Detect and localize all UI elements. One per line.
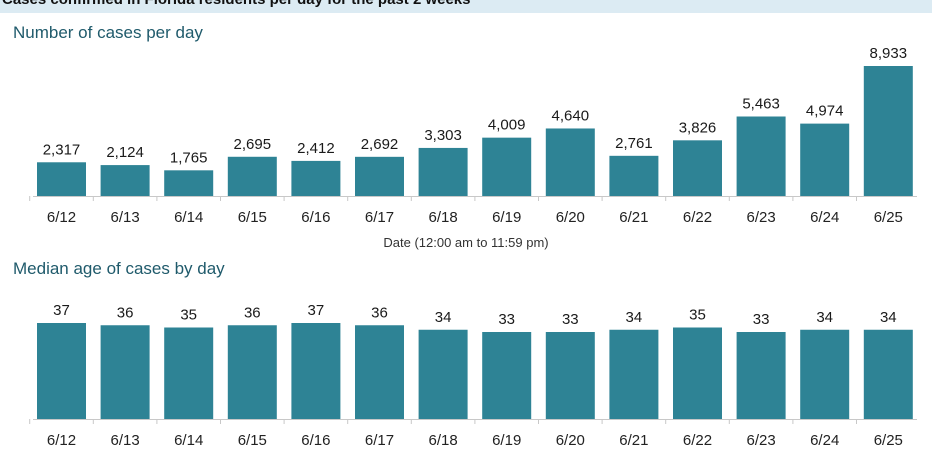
data-label: 35: [689, 307, 706, 324]
x-tick-label: 6/14: [174, 432, 203, 449]
data-label: 36: [117, 304, 134, 321]
x-tick-label: 6/21: [619, 432, 648, 449]
x-tick-label: 6/25: [874, 432, 903, 449]
data-label: 37: [308, 302, 325, 319]
data-label: 4,974: [806, 103, 844, 120]
x-tick-label: 6/17: [365, 209, 394, 226]
bar-6/24: [800, 123, 850, 196]
data-label: 34: [816, 309, 833, 326]
data-label: 2,761: [615, 135, 653, 152]
data-label: 4,640: [552, 107, 590, 124]
data-label: 8,933: [870, 45, 908, 62]
x-tick-label: 6/23: [746, 209, 775, 226]
bar-6/13: [100, 325, 150, 419]
bar-6/15: [227, 325, 277, 419]
x-tick-label: 6/24: [810, 432, 839, 449]
data-label: 36: [244, 304, 261, 321]
x-tick-label: 6/19: [492, 432, 521, 449]
x-tick-label: 6/24: [810, 209, 839, 226]
header-banner: Cases confirmed in Florida residents per…: [0, 0, 932, 13]
x-tick-label: 6/16: [301, 209, 330, 226]
x-tick-label: 6/20: [556, 432, 585, 449]
data-label: 34: [626, 309, 643, 326]
bar-6/18: [418, 329, 468, 419]
banner-title: Cases confirmed in Florida residents per…: [2, 0, 471, 8]
bar-6/19: [482, 137, 532, 196]
x-tick-label: 6/15: [238, 209, 267, 226]
bar-6/15: [227, 156, 277, 196]
x-tick-label: 6/13: [110, 432, 139, 449]
bar-6/16: [291, 323, 341, 419]
bar-6/16: [291, 160, 341, 196]
x-tick-label: 6/22: [683, 209, 712, 226]
cases-chart-xlabel: Date (12:00 am to 11:59 pm): [383, 235, 549, 250]
data-label: 33: [753, 311, 770, 328]
data-label: 34: [435, 309, 452, 326]
data-label: 1,765: [170, 149, 208, 166]
data-label: 3,826: [679, 119, 717, 136]
data-label: 2,695: [234, 136, 272, 153]
cases-per-day-chart: 2,317 6/12 2,124 6/13 1,765 6/14 2,695 6/15 2,41…: [29, 45, 917, 226]
bar-6/23: [736, 116, 786, 196]
bar-6/12: [37, 162, 86, 196]
data-label: 33: [562, 311, 579, 328]
x-tick-label: 6/18: [428, 432, 457, 449]
bar-6/22: [673, 140, 722, 196]
data-label: 4,009: [488, 117, 526, 134]
median-age-chart-title: Median age of cases by day: [13, 259, 225, 278]
data-label: 2,692: [361, 136, 399, 153]
data-label: 35: [180, 307, 197, 324]
bar-6/21: [609, 155, 659, 196]
bar-6/19: [482, 332, 532, 419]
x-tick-label: 6/13: [110, 209, 139, 226]
data-label: 34: [880, 309, 897, 326]
bar-6/24: [800, 329, 850, 419]
bar-6/20: [545, 332, 595, 419]
data-label: 2,124: [106, 144, 144, 161]
bar-6/17: [355, 156, 404, 196]
bar-6/17: [355, 325, 404, 419]
data-label: 5,463: [742, 95, 780, 112]
bar-6/21: [609, 329, 659, 419]
bar-6/25: [863, 66, 913, 196]
data-label: 3,303: [424, 127, 462, 144]
x-tick-label: 6/17: [365, 432, 394, 449]
x-tick-label: 6/12: [47, 209, 76, 226]
x-tick-label: 6/20: [556, 209, 585, 226]
data-label: 33: [498, 311, 515, 328]
x-tick-label: 6/19: [492, 209, 521, 226]
bar-6/14: [164, 327, 214, 419]
x-tick-label: 6/22: [683, 432, 712, 449]
bar-6/20: [545, 128, 595, 196]
x-tick-label: 6/14: [174, 209, 203, 226]
bar-6/13: [100, 165, 150, 196]
bar-6/25: [863, 329, 913, 419]
x-tick-label: 6/12: [47, 432, 76, 449]
cases-chart-title: Number of cases per day: [13, 23, 203, 42]
data-label: 36: [371, 304, 388, 321]
data-label: 2,317: [43, 141, 81, 158]
x-tick-label: 6/15: [238, 432, 267, 449]
x-tick-label: 6/23: [746, 432, 775, 449]
bar-6/12: [37, 323, 86, 419]
bar-6/22: [673, 327, 722, 419]
data-label: 37: [53, 302, 70, 319]
x-tick-label: 6/18: [428, 209, 457, 226]
bar-6/23: [736, 332, 786, 419]
x-tick-label: 6/21: [619, 209, 648, 226]
data-label: 2,412: [297, 140, 335, 157]
bar-6/14: [164, 170, 214, 196]
bar-6/18: [418, 147, 468, 196]
x-tick-label: 6/16: [301, 432, 330, 449]
x-tick-label: 6/25: [874, 209, 903, 226]
